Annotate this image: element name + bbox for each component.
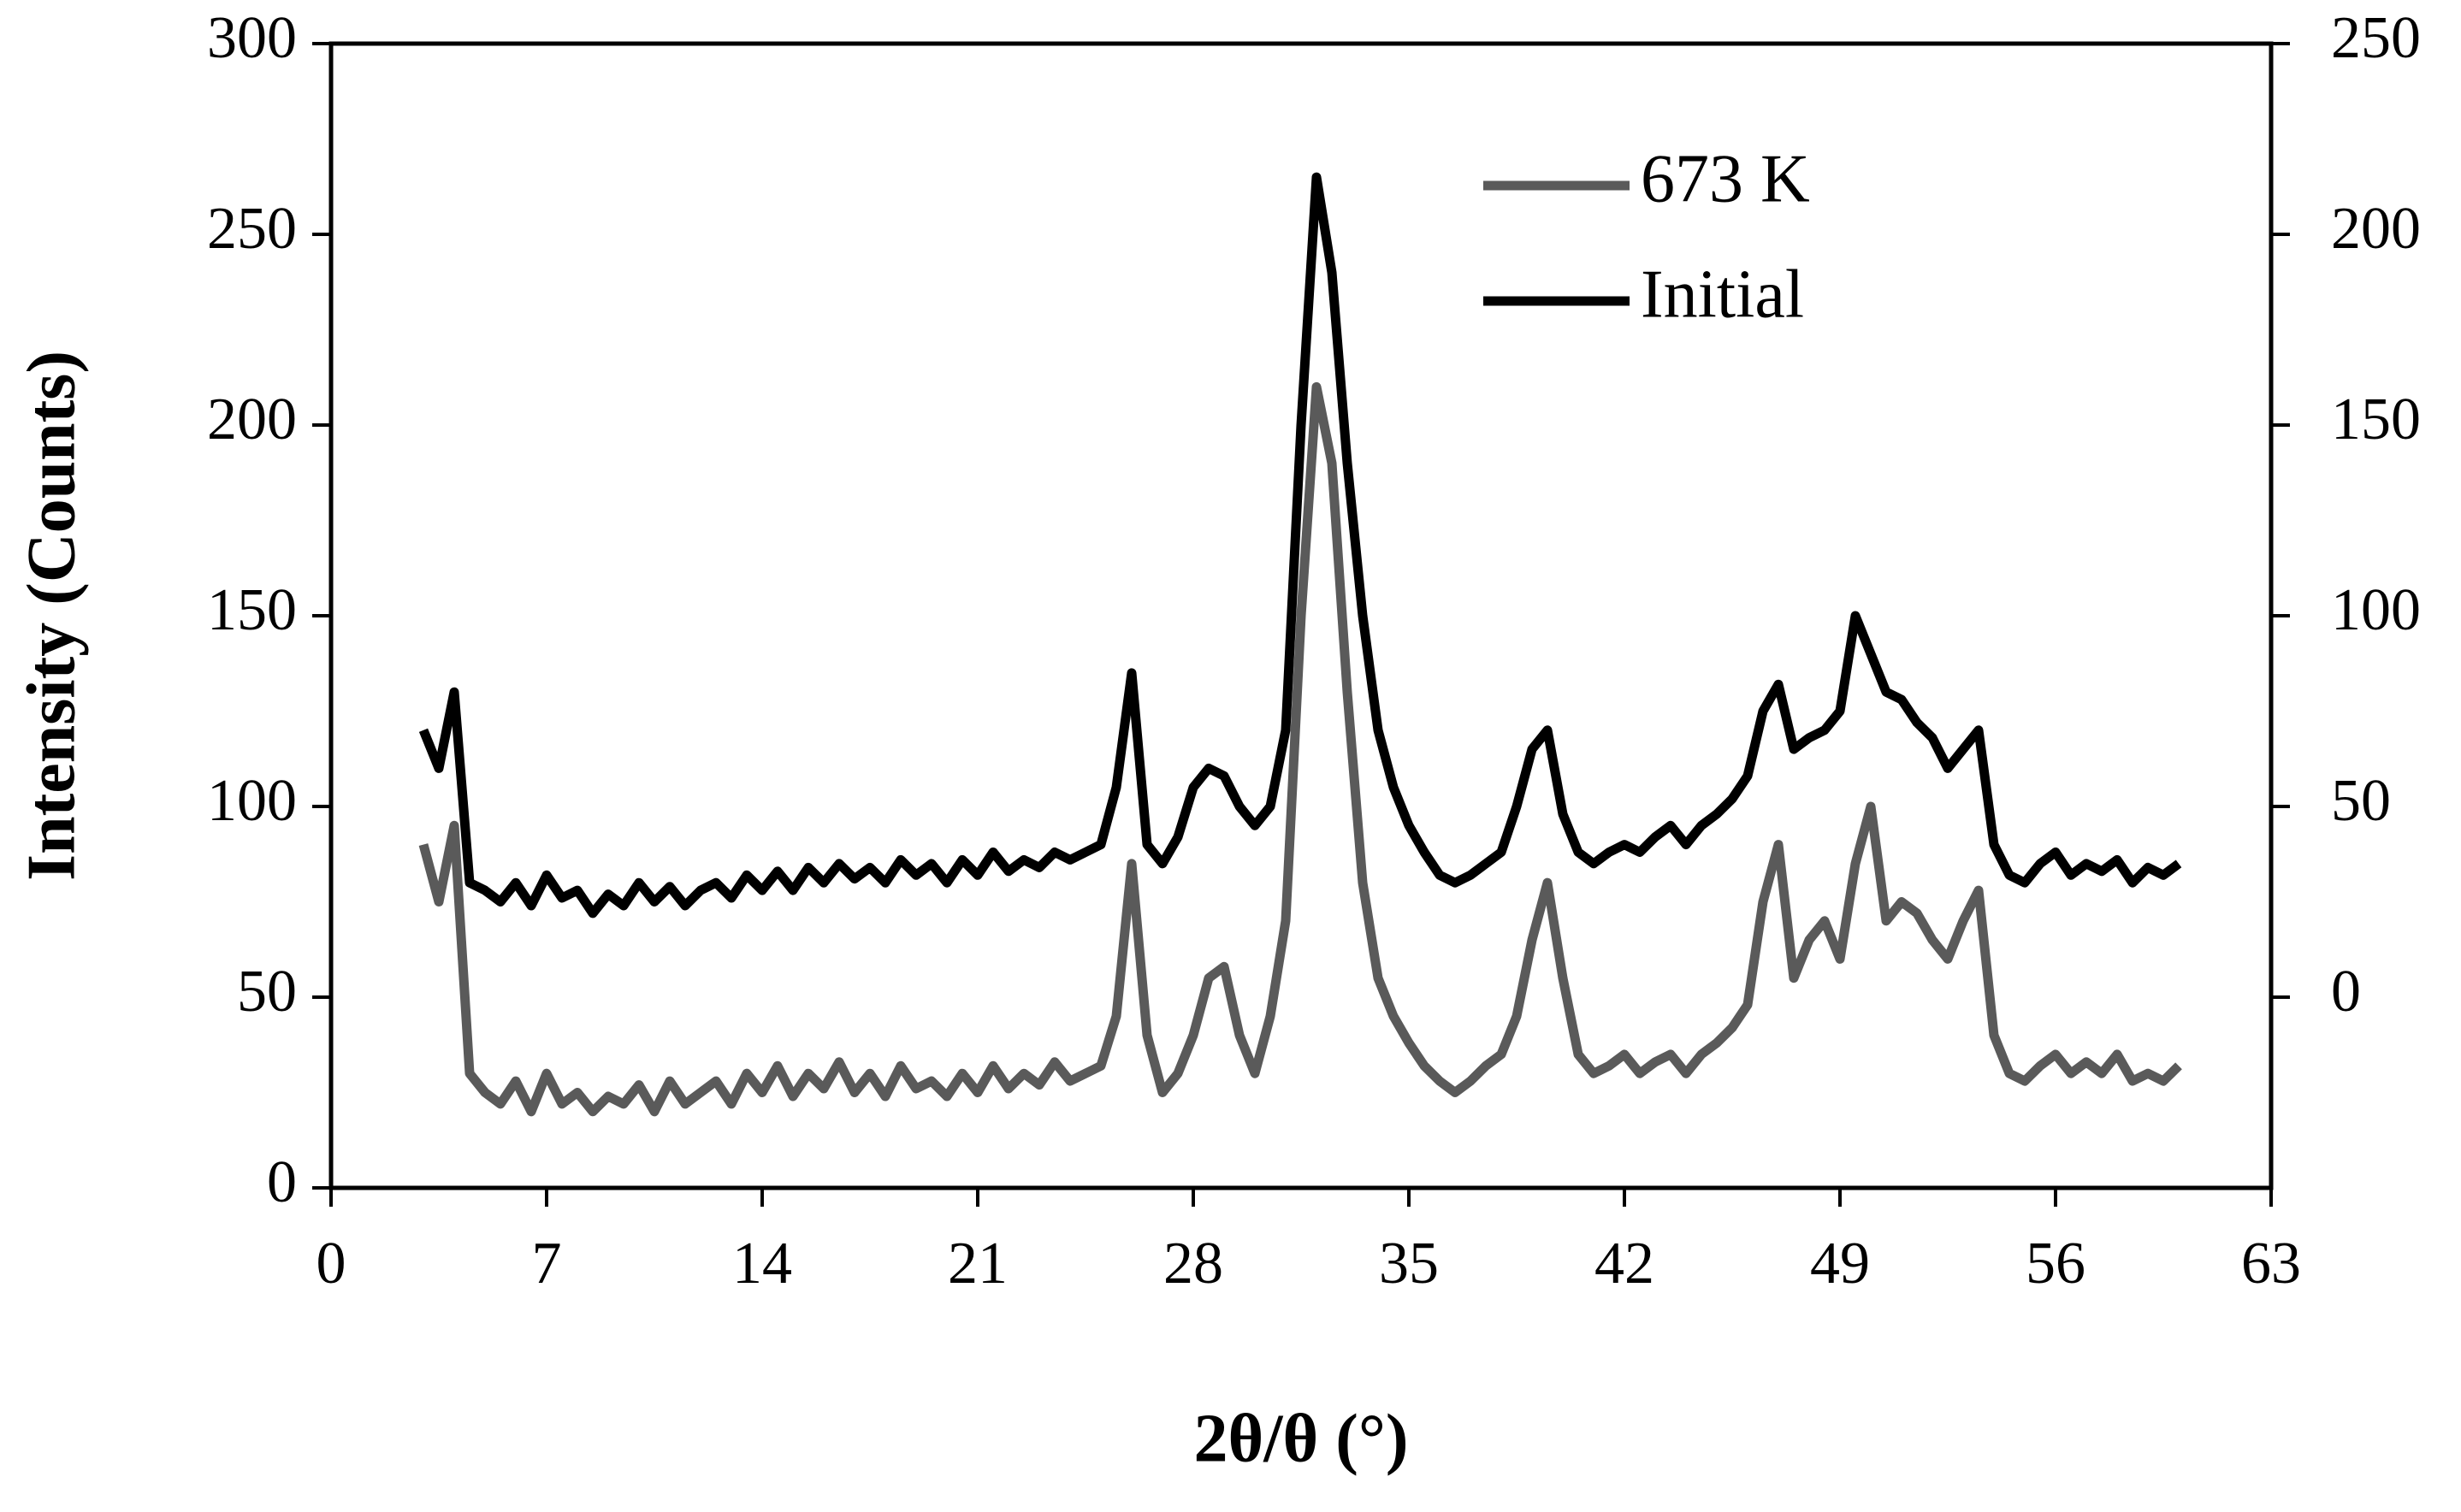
y2-tick-label: 50 — [2331, 768, 2391, 834]
y-axis-title: Intensity (Counts) — [14, 351, 89, 881]
y-tick-label: 150 — [207, 577, 297, 643]
plot-frame — [328, 41, 2274, 1190]
series-line — [418, 381, 2182, 1117]
x-tick-label: 0 — [316, 1231, 346, 1296]
x-tick-label: 42 — [1594, 1231, 1654, 1296]
y-tick-label: 250 — [207, 196, 297, 262]
x-tick-label: 35 — [1379, 1231, 1439, 1296]
x-tick-label: 49 — [1810, 1231, 1870, 1296]
y-tick-label: 200 — [207, 387, 297, 452]
x-tick-label: 14 — [732, 1231, 792, 1296]
x-tick-label: 21 — [948, 1231, 1008, 1296]
legend-label: 673 K — [1641, 141, 1810, 216]
legend-label: Initial — [1641, 257, 1804, 332]
x-axis-title: 2θ/θ (°) — [1193, 1401, 1408, 1476]
y-tick-label: 50 — [237, 959, 297, 1025]
x-tick-label: 28 — [1163, 1231, 1223, 1296]
y-tick-label: 300 — [207, 5, 297, 71]
x-tick-label: 56 — [2026, 1231, 2085, 1296]
x-tick-label: 7 — [532, 1231, 562, 1296]
y2-tick-label: 100 — [2331, 577, 2421, 643]
y2-tick-label: 0 — [2331, 959, 2361, 1025]
y2-tick-label: 200 — [2331, 196, 2421, 262]
series-line — [418, 172, 2182, 918]
x-tick-label: 63 — [2241, 1231, 2301, 1296]
y2-tick-label: 250 — [2331, 5, 2421, 71]
y-tick-label: 100 — [207, 768, 297, 834]
y2-tick-label: 150 — [2331, 387, 2421, 452]
y-tick-label: 0 — [267, 1149, 297, 1215]
